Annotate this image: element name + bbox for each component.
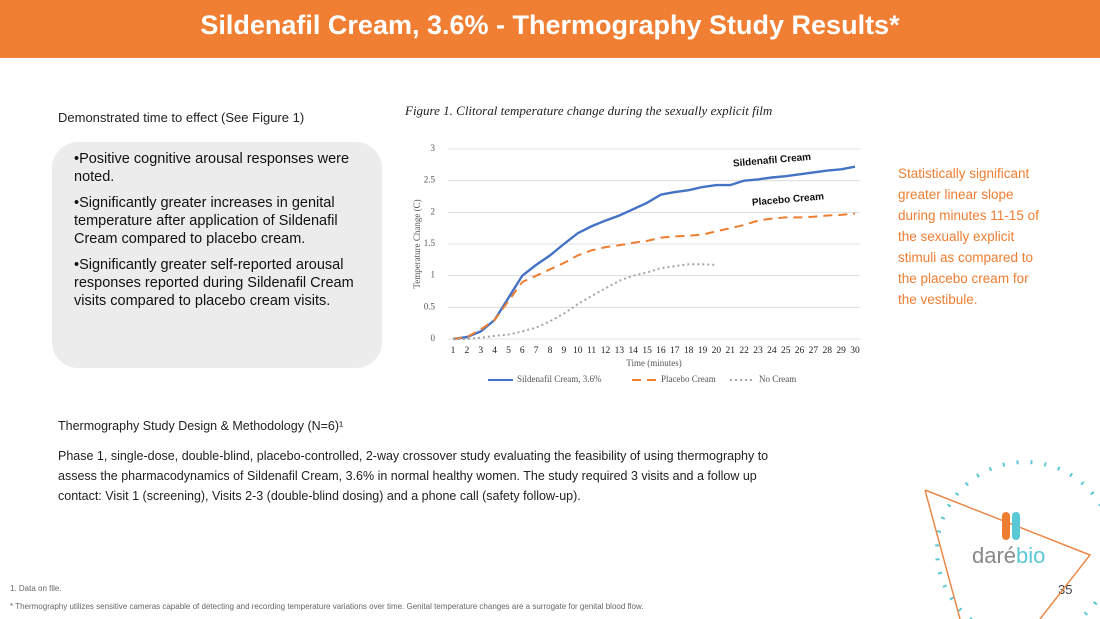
x-tick-label: 10 — [573, 346, 583, 356]
x-tick-label: 9 — [562, 346, 567, 356]
x-tick-label: 29 — [836, 346, 846, 356]
x-tick-label: 11 — [587, 346, 596, 356]
logo-part: daré — [972, 543, 1016, 568]
logo-mark — [1012, 512, 1020, 540]
bullet: •Positive cognitive arousal responses we… — [74, 151, 350, 185]
series-line — [453, 263, 717, 340]
x-tick-label: 13 — [615, 346, 625, 356]
footnote: 1. Data on file. — [10, 584, 62, 593]
bullet: •Significantly greater self-reported aro… — [74, 257, 354, 309]
x-axis-label: Time (minutes) — [626, 358, 681, 368]
y-tick-label: 2 — [431, 206, 436, 216]
x-tick-label: 19 — [698, 346, 708, 356]
header-bar — [0, 0, 1100, 58]
y-tick-label: 2.5 — [424, 175, 436, 185]
right-note: Statistically significant greater linear… — [898, 166, 1039, 307]
x-tick-label: 1 — [451, 346, 456, 356]
bullet-box — [52, 142, 382, 368]
x-tick-label: 7 — [534, 346, 539, 356]
bullet: •Significantly greater increases in geni… — [74, 195, 338, 247]
x-tick-label: 27 — [809, 346, 819, 356]
x-tick-label: 18 — [684, 346, 694, 356]
x-tick-label: 24 — [767, 346, 777, 356]
x-tick-label: 30 — [850, 346, 860, 356]
y-tick-label: 1 — [431, 270, 436, 280]
x-tick-label: 28 — [823, 346, 833, 356]
bullet-list: •Positive cognitive arousal responses we… — [74, 150, 374, 318]
legend-label: No Cream — [759, 374, 796, 384]
x-tick-label: 17 — [670, 346, 680, 356]
y-tick-label: 1.5 — [424, 238, 436, 248]
y-tick-label: 0.5 — [424, 301, 436, 311]
annotation: Sildenafil Cream — [733, 152, 812, 170]
y-axis-label: Temperature Change (C) — [412, 199, 422, 288]
footer-note: * Thermography utilizes sensitive camera… — [10, 602, 644, 611]
x-tick-label: 21 — [725, 346, 735, 356]
left-heading: Demonstrated time to effect (See Figure … — [58, 110, 305, 125]
series-line — [452, 212, 856, 340]
logo-part: bio — [1016, 543, 1045, 568]
x-tick-label: 3 — [478, 346, 483, 356]
x-tick-label: 23 — [753, 346, 763, 356]
x-tick-label: 16 — [656, 346, 666, 356]
x-tick-label: 25 — [781, 346, 791, 356]
x-tick-label: 22 — [739, 346, 749, 356]
x-tick-label: 20 — [712, 346, 722, 356]
y-tick-label: 0 — [431, 333, 436, 343]
annotation: Placebo Cream — [752, 191, 825, 208]
x-tick-label: 14 — [628, 346, 638, 356]
logo-ring — [935, 460, 1100, 619]
x-tick-label: 15 — [642, 346, 652, 356]
x-tick-label: 8 — [548, 346, 553, 356]
design-heading: Thermography Study Design & Methodology … — [58, 419, 344, 433]
x-tick-label: 2 — [464, 346, 469, 356]
legend-label: Sildenafil Cream, 3.6% — [517, 374, 602, 384]
logo-text: darébio — [972, 543, 1045, 568]
chart-title: Figure 1. Clitoral temperature change du… — [404, 103, 772, 118]
x-tick-label: 5 — [506, 346, 511, 356]
x-tick-label: 6 — [520, 346, 525, 356]
series-line — [452, 165, 856, 341]
x-tick-label: 26 — [795, 346, 805, 356]
x-tick-label: 12 — [601, 346, 611, 356]
design-text: Phase 1, single-dose, double-blind, plac… — [58, 449, 769, 503]
logo-mark — [1002, 512, 1010, 540]
legend-label: Placebo Cream — [661, 374, 716, 384]
page-number: 35 — [1058, 582, 1073, 597]
x-tick-label: 4 — [492, 346, 497, 356]
slide-title: Sildenafil Cream, 3.6% - Thermography St… — [200, 10, 900, 40]
y-tick-label: 3 — [431, 143, 436, 153]
logo-lines — [924, 489, 1092, 619]
chart: Figure 1. Clitoral temperature change du… — [404, 103, 860, 384]
logo: darébio — [924, 460, 1100, 619]
